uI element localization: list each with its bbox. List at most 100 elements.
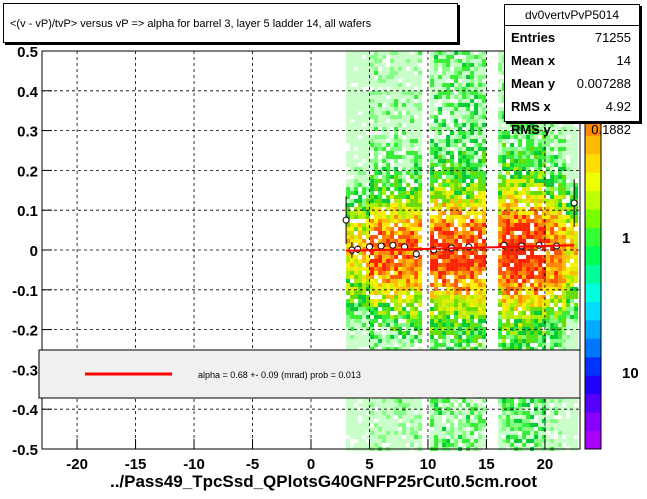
heatmap-cell (370, 227, 375, 231)
heatmap-cell (346, 183, 351, 187)
heatmap-cell (498, 135, 503, 139)
heatmap-cell (550, 139, 555, 143)
heatmap-cell (358, 91, 363, 95)
heatmap-cell (566, 131, 571, 135)
heatmap-cell (562, 191, 567, 195)
heatmap-cell (562, 195, 567, 199)
heatmap-cell (470, 167, 475, 171)
heatmap-cell (534, 247, 539, 251)
heatmap-cell (438, 243, 443, 247)
heatmap-cell (434, 431, 439, 435)
heatmap-cell (366, 423, 371, 427)
heatmap-cell (390, 175, 395, 179)
heatmap-cell (502, 167, 507, 171)
heatmap-cell (346, 211, 351, 215)
heatmap-cell (546, 439, 551, 443)
heatmap-cell (458, 199, 463, 203)
heatmap-cell (414, 111, 419, 115)
heatmap-cell (374, 431, 379, 435)
heatmap-cell (418, 159, 423, 163)
heatmap-cell (538, 307, 543, 311)
heatmap-cell (550, 179, 555, 183)
heatmap-cell (466, 223, 471, 227)
heatmap-cell (402, 227, 407, 231)
heatmap-cell (386, 419, 391, 423)
heatmap-cell (374, 331, 379, 335)
heatmap-cell (482, 55, 487, 59)
heatmap-cell (462, 59, 467, 63)
heatmap-cell (370, 199, 375, 203)
heatmap-cell (350, 159, 355, 163)
heatmap-cell (442, 439, 447, 443)
heatmap-cell (470, 423, 475, 427)
heatmap-cell (482, 343, 487, 347)
heatmap-cell (550, 167, 555, 171)
heatmap-cell (566, 323, 571, 327)
heatmap-cell (534, 143, 539, 147)
heatmap-cell (442, 155, 447, 159)
heatmap-cell (470, 91, 475, 95)
palette-swatch (585, 153, 601, 173)
heatmap-cell (518, 323, 523, 327)
heatmap-cell (418, 427, 423, 431)
heatmap-cell (498, 199, 503, 203)
heatmap-cell (442, 187, 447, 191)
heatmap-cell (350, 427, 355, 431)
heatmap-cell (410, 287, 415, 291)
heatmap-cell (346, 443, 351, 447)
heatmap-cell (406, 315, 411, 319)
heatmap-cell (526, 343, 531, 347)
heatmap-cell (366, 219, 371, 223)
heatmap-cell (498, 263, 503, 267)
heatmap-cell (418, 271, 423, 275)
heatmap-cell (402, 335, 407, 339)
heatmap-cell (454, 267, 459, 271)
heatmap-cell (430, 111, 435, 115)
heatmap-cell (570, 155, 575, 159)
heatmap-cell (386, 347, 391, 351)
heatmap-cell (394, 427, 399, 431)
heatmap-cell (374, 227, 379, 231)
heatmap-cell (438, 343, 443, 347)
heatmap-cell (554, 163, 559, 167)
heatmap-cell (566, 279, 571, 283)
heatmap-cell (374, 99, 379, 103)
heatmap-cell (430, 283, 435, 287)
heatmap-cell (430, 143, 435, 147)
heatmap-cell (538, 283, 543, 287)
heatmap-cell (510, 167, 515, 171)
heatmap-cell (458, 419, 463, 423)
heatmap-cell (478, 255, 483, 259)
heatmap-cell (510, 155, 515, 159)
heatmap-cell (390, 87, 395, 91)
heatmap-cell (526, 127, 531, 131)
heatmap-cell (418, 195, 423, 199)
heatmap-cell (466, 163, 471, 167)
heatmap-cell (510, 251, 515, 255)
heatmap-cell (446, 139, 451, 143)
heatmap-cell (510, 443, 515, 447)
heatmap-cell (506, 399, 511, 403)
heatmap-cell (350, 339, 355, 343)
heatmap-cell (474, 135, 479, 139)
heatmap-cell (398, 155, 403, 159)
heatmap-cell (466, 95, 471, 99)
heatmap-cell (458, 187, 463, 191)
heatmap-cell (390, 123, 395, 127)
heatmap-cell (502, 207, 507, 211)
heatmap-cell (542, 171, 547, 175)
heatmap-cell (558, 311, 563, 315)
heatmap-cell (394, 319, 399, 323)
heatmap-cell (450, 299, 455, 303)
heatmap-cell (350, 291, 355, 295)
heatmap-cell (442, 231, 447, 235)
heatmap-cell (446, 267, 451, 271)
heatmap-cell (458, 139, 463, 143)
heatmap-cell (382, 79, 387, 83)
heatmap-cell (390, 279, 395, 283)
heatmap-cell (354, 327, 359, 331)
heatmap-cell (346, 263, 351, 267)
heatmap-cell (438, 331, 443, 335)
heatmap-cell (370, 279, 375, 283)
heatmap-cell (354, 227, 359, 231)
